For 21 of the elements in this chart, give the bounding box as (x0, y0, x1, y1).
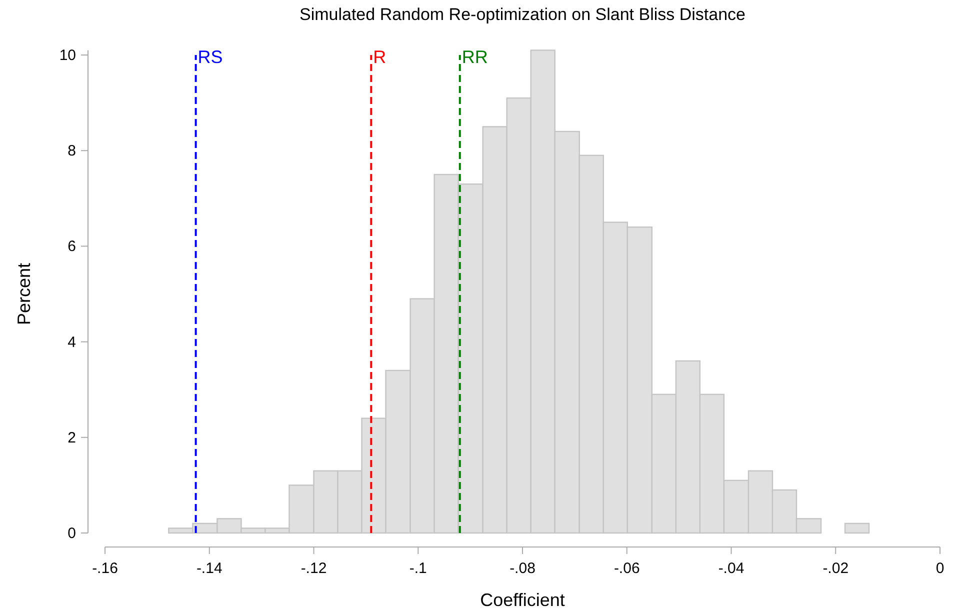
y-tick-label: 4 (68, 334, 76, 351)
x-tick-label: -.08 (510, 560, 536, 577)
x-tick-label: -.16 (92, 560, 118, 577)
y-tick-label: 10 (59, 47, 76, 64)
x-tick-label: -.02 (822, 560, 849, 577)
ref-line-label: RS (198, 47, 223, 67)
ref-line-label: RR (462, 47, 488, 67)
x-tick-label: -.1 (409, 560, 427, 577)
y-tick-label: 0 (68, 525, 76, 542)
x-tick-label: -.06 (614, 560, 640, 577)
y-tick-label: 8 (68, 142, 76, 160)
x-tick-label: -.12 (300, 560, 327, 577)
x-tick-label: -.14 (196, 560, 222, 577)
x-tick-label: 0 (936, 560, 944, 577)
y-tick-label: 6 (68, 238, 76, 256)
x-tick-label: -.04 (718, 560, 744, 577)
chart-title: Simulated Random Re-optimization on Slant Bliss Distance (300, 5, 746, 24)
y-tick-label: 2 (68, 429, 76, 446)
ref-line-label: R (373, 47, 386, 67)
y-axis-title: Percent (14, 262, 34, 326)
x-axis-title: Coefficient (480, 590, 565, 610)
